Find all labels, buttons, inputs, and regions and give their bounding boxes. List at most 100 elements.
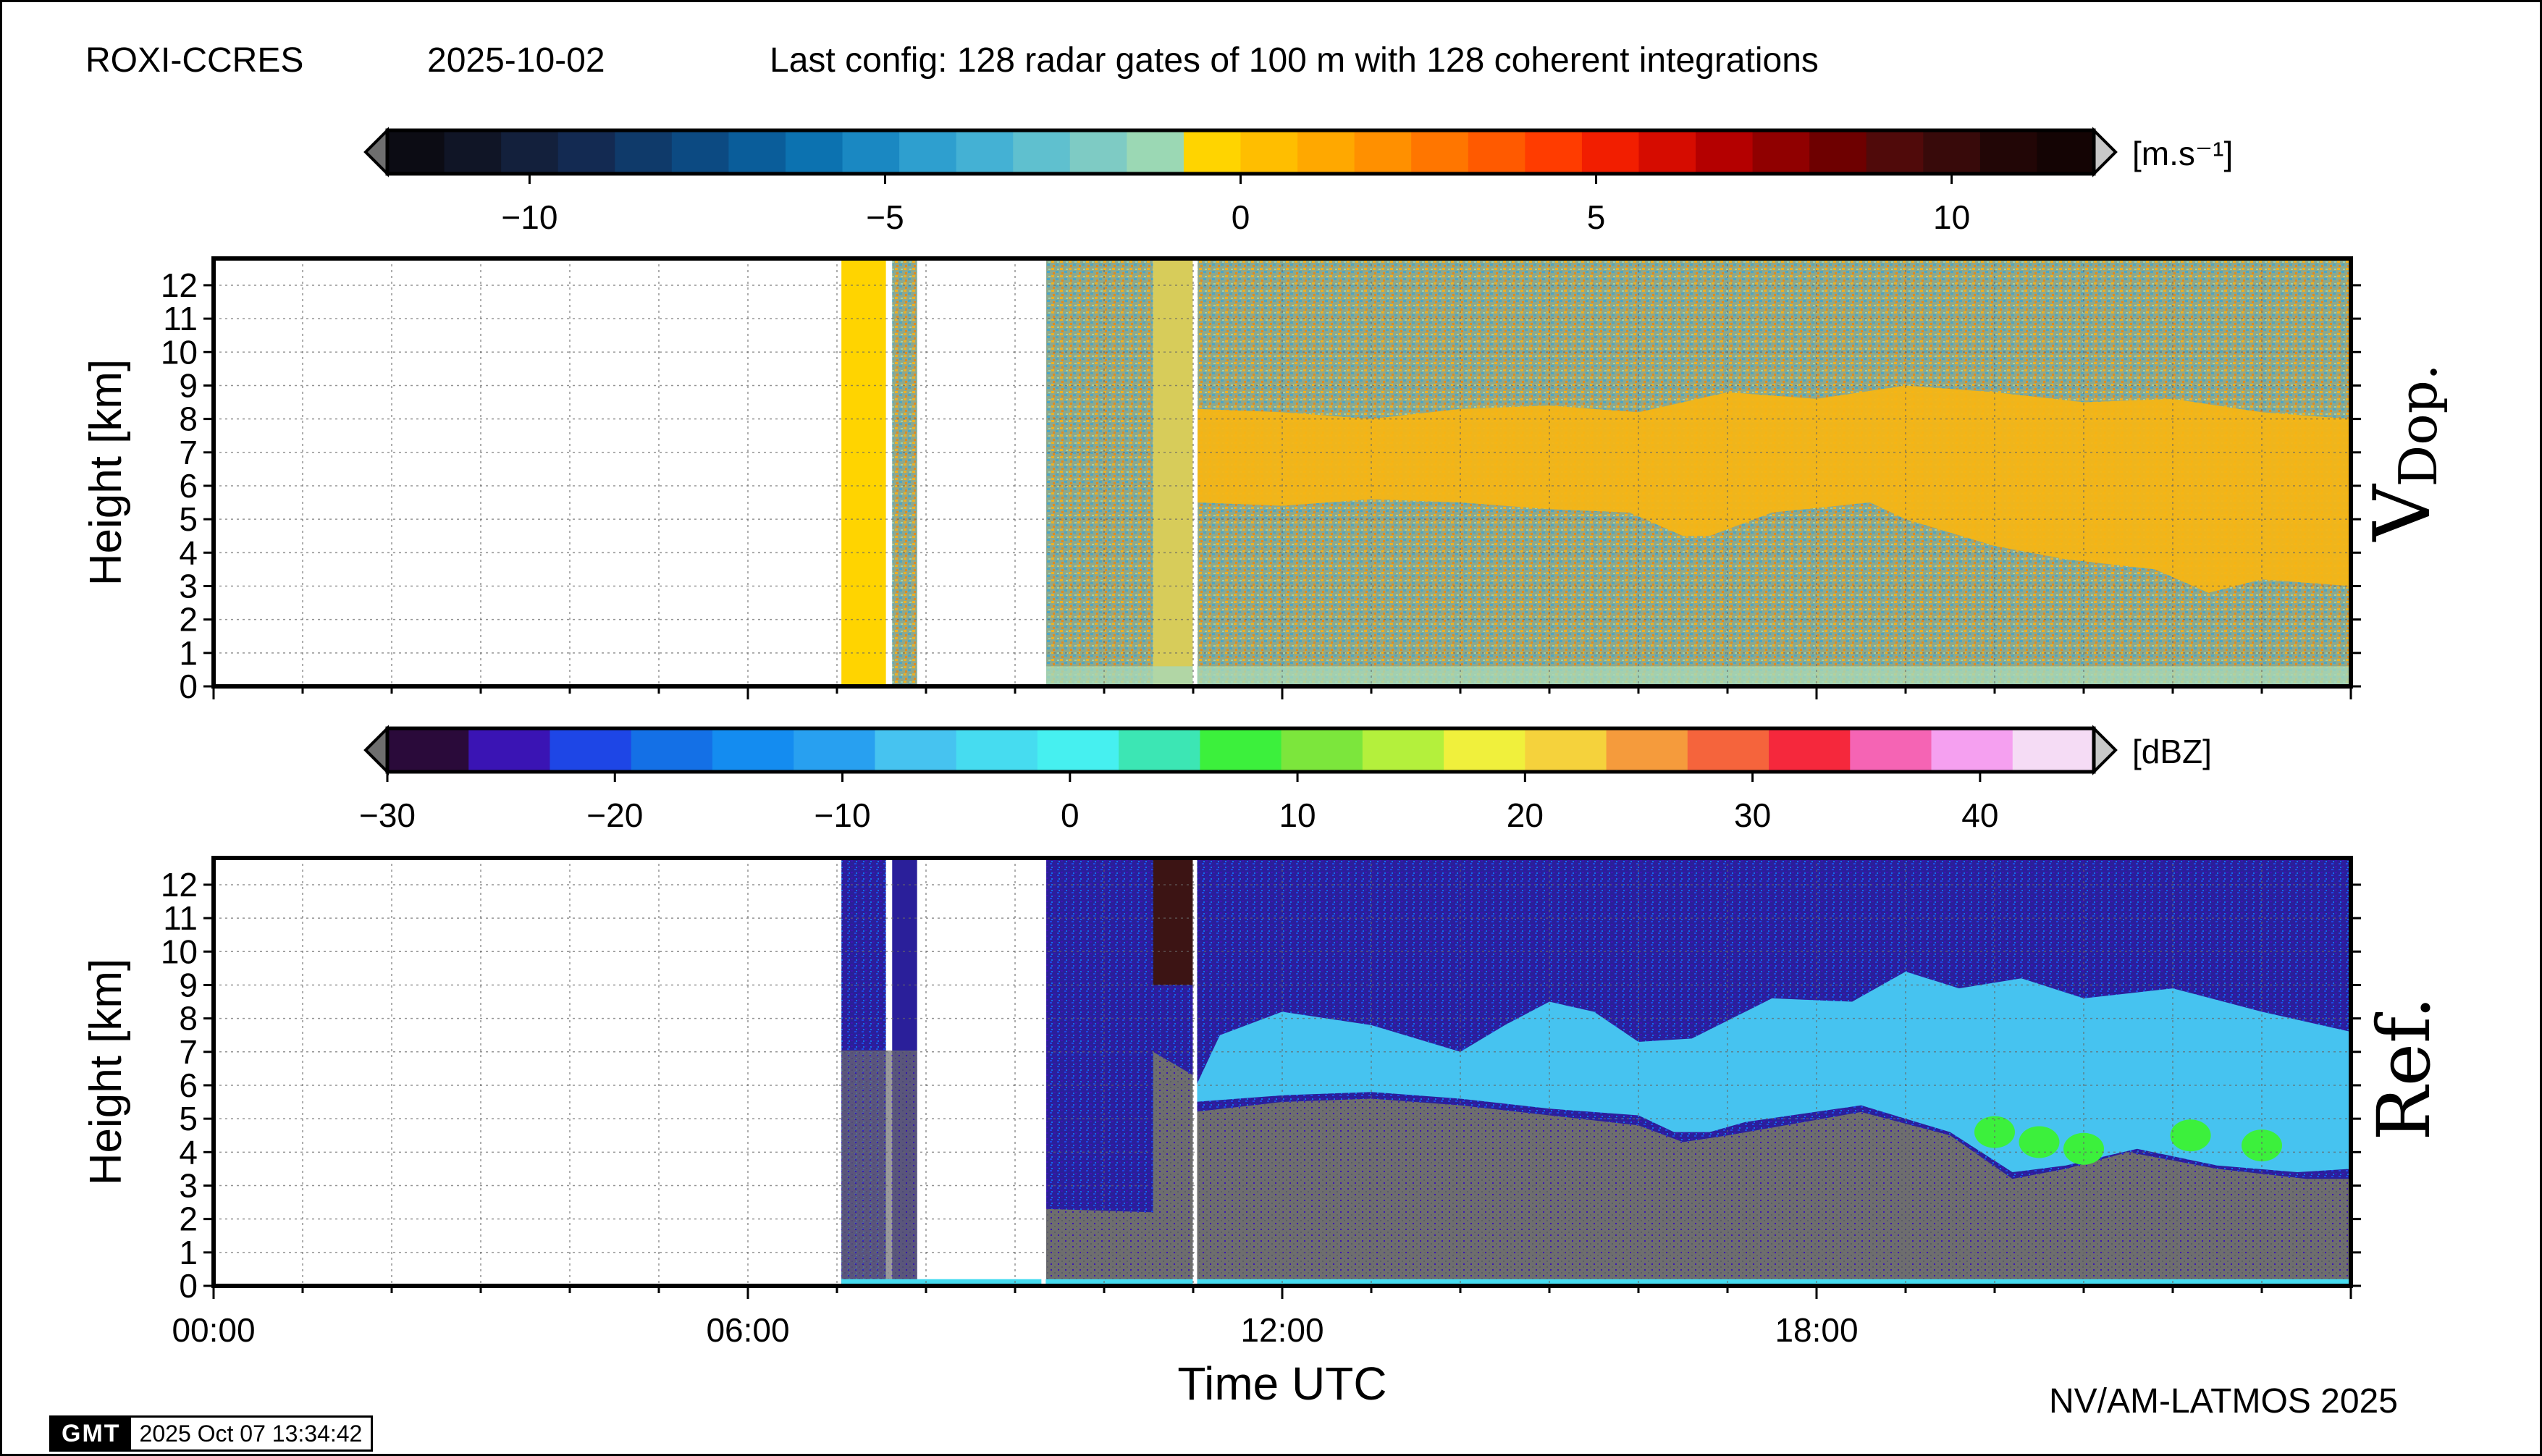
vdop-echo-region (1198, 385, 2351, 593)
colorbar-tick-label: −30 (359, 796, 416, 834)
colorbar-swatch (631, 728, 713, 772)
echo-core (2242, 1129, 2282, 1162)
credit-label: NV/AM-LATMOS 2025 (2049, 1382, 2398, 1421)
y-tick-label: 12 (161, 266, 198, 304)
y-axis-label: Height [km] (81, 359, 131, 586)
colorbar-tick-label: 0 (1061, 796, 1079, 834)
y-tick-label: 0 (179, 668, 198, 705)
colorbar-swatch (444, 130, 502, 174)
y-tick-label: 6 (179, 467, 198, 505)
colorbar-swatch (794, 728, 876, 772)
y-tick-label: 8 (179, 400, 198, 438)
colorbar-swatch (1281, 728, 1363, 772)
panel-name-sub: Dop. (2388, 363, 2449, 487)
y-tick-label: 9 (179, 366, 198, 404)
colorbar-swatch (1769, 728, 1851, 772)
colorbar-tick-label: 10 (1933, 198, 1970, 236)
panel-name-main: V (2357, 484, 2448, 543)
colorbar-tick-label: 30 (1734, 796, 1771, 834)
colorbar-swatch (1468, 130, 1525, 174)
data-gap-line (1192, 858, 1198, 1286)
colorbar-swatch (1444, 728, 1525, 772)
y-tick-label: 3 (179, 567, 198, 605)
y-tick-label: 9 (179, 966, 198, 1003)
colorbar-swatch (501, 130, 559, 174)
x-tick-label: 06:00 (706, 1311, 789, 1349)
colorbar-swatch (1923, 130, 1981, 174)
y-tick-label: 2 (179, 601, 198, 639)
gmt-timestamp: 2025 Oct 07 13:34:42 (139, 1420, 363, 1447)
colorbar-swatch (1037, 728, 1119, 772)
colorbar-swatch (728, 130, 786, 174)
date-label: 2025-10-02 (427, 41, 605, 80)
colorbar-swatch (956, 130, 1014, 174)
y-tick-label: 12 (161, 866, 198, 904)
y-tick-label: 5 (179, 1100, 198, 1137)
y-tick-label: 2 (179, 1200, 198, 1238)
colorbar-swatch (387, 130, 445, 174)
y-tick-label: 7 (179, 434, 198, 471)
colorbar-tick-label: 10 (1279, 796, 1316, 834)
x-axis-label: Time UTC (1177, 1358, 1386, 1410)
colorbar-swatch (1411, 130, 1469, 174)
colorbar-swatch (1525, 130, 1583, 174)
y-tick-label: 0 (179, 1267, 198, 1305)
colorbar-swatch (1183, 130, 1242, 174)
data-block (892, 258, 917, 686)
colorbar-swatch (1638, 130, 1696, 174)
colorbar-swatch (2037, 130, 2095, 174)
clear-air-region (1046, 1051, 2351, 1286)
colorbar-swatch (1606, 728, 1688, 772)
echo-core (2019, 1126, 2060, 1158)
data-gap-line (1041, 858, 1046, 1286)
colorbar-swatch (1850, 728, 1932, 772)
data-block (841, 1050, 917, 1286)
colorbar-swatch (1525, 728, 1607, 772)
colorbar-swatch (1696, 130, 1754, 174)
colorbar-swatch (550, 728, 632, 772)
y-tick-label: 4 (179, 1133, 198, 1171)
colorbar-swatch (557, 130, 615, 174)
colorbar-swatch (1119, 728, 1200, 772)
y-tick-label: 7 (179, 1033, 198, 1071)
colorbar-swatch (1354, 130, 1412, 174)
colorbar-swatch (785, 130, 843, 174)
colorbar-tick-label: 0 (1232, 198, 1250, 236)
colorbar-swatch (1581, 130, 1640, 174)
colorbar-max-cap (2092, 127, 2118, 177)
near-surface-layer (1046, 666, 2351, 686)
colorbar-swatch (875, 728, 957, 772)
colorbar-swatch (1752, 130, 1810, 174)
y-tick-label: 6 (179, 1066, 198, 1104)
colorbar-max-cap (2092, 725, 2118, 775)
colorbar-unit: [m.s⁻¹] (2132, 135, 2233, 172)
data-gap-line (1192, 258, 1198, 686)
data-gap-line (1041, 258, 1046, 686)
y-tick-label: 3 (179, 1166, 198, 1204)
x-tick-label: 00:00 (172, 1311, 255, 1349)
colorbar-swatch (1687, 728, 1769, 772)
surface-echo-line (841, 1279, 2352, 1286)
cloud-echo-region (1193, 971, 2351, 1173)
colorbar-swatch (1297, 130, 1355, 174)
y-tick-label: 1 (179, 634, 198, 672)
x-tick-label: 12:00 (1240, 1311, 1323, 1349)
colorbar-swatch (1809, 130, 1867, 174)
gmt-stamp: GMT 2025 Oct 07 13:34:42 (49, 1415, 374, 1452)
colorbar-swatch (1866, 130, 1924, 174)
colorbar-tick-label: 40 (1961, 796, 1998, 834)
colorbar-unit: [dBZ] (2132, 733, 2212, 770)
gmt-logo: GMT (51, 1418, 131, 1449)
colorbar-swatch (1013, 130, 1071, 174)
vdop-colorbar: −10 −5 0 5 10 [m.s⁻¹] (363, 127, 2233, 236)
colorbar-tick-label: 5 (1587, 198, 1606, 236)
data-block (841, 258, 886, 686)
y-tick-label: 8 (179, 1000, 198, 1038)
colorbar-swatch (1069, 130, 1127, 174)
y-tick-label: 11 (163, 300, 198, 337)
colorbar-tick-label: −10 (501, 198, 557, 236)
